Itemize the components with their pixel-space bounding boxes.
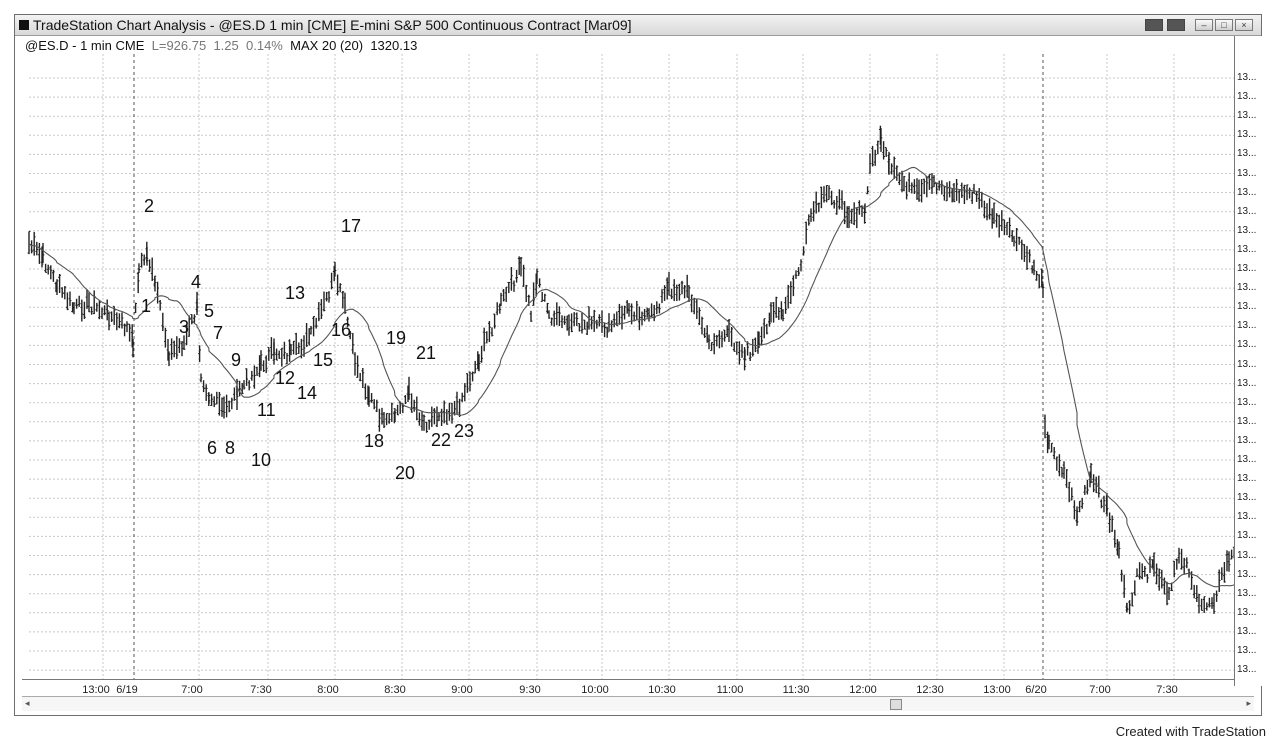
bar-count-label: 13 [285,283,305,303]
bar-count-label: 18 [364,431,384,451]
bar-count-label: 6 [207,438,217,458]
close-button[interactable]: × [1235,19,1253,31]
price-tick-label: 13... [1237,224,1257,236]
bar-count-label: 5 [204,301,214,321]
bar-count-label: 22 [431,430,451,450]
time-tick-label: 6/19 [116,684,138,696]
bar-count-label: 14 [297,383,317,403]
time-tick-label: 6/20 [1025,684,1047,696]
time-axis[interactable]: 13:00 6/19 7:00 7:30 8:00 8:30 9:00 9:30 10:00 10… [22,679,1234,700]
moving-average-line [28,166,1240,588]
time-tick-label: 13:00 [82,684,110,696]
price-tick-label: 13... [1237,625,1257,637]
price-tick-label: 13... [1237,110,1257,122]
price-tick-label: 13... [1237,473,1257,485]
price-tick-label: 13... [1237,91,1257,103]
restore-button[interactable]: □ [1215,19,1233,31]
scroll-left-icon[interactable]: ◂ [25,698,30,708]
bar-count-label: 15 [313,350,333,370]
price-tick-label: 13... [1237,72,1257,83]
window-icon [19,20,29,30]
price-tick-label: 13... [1237,282,1257,294]
price-tick-label: 13... [1237,530,1257,542]
bar-count-label: 21 [416,343,436,363]
bar-count-label: 4 [191,272,201,292]
time-tick-label: 8:30 [384,684,406,696]
price-tick-label: 13... [1237,339,1257,351]
window-title: TradeStation Chart Analysis - @ES.D 1 mi… [33,17,632,33]
time-tick-label: 13:00 [983,684,1011,696]
price-tick-label: 13... [1237,301,1257,313]
price-tick-label: 13... [1237,186,1257,198]
time-tick-label: 8:00 [317,684,339,696]
bar-count-label: 9 [231,350,241,370]
bar-count-label: 19 [386,328,406,348]
bar-count-label: 11 [257,400,276,420]
time-tick-label: 7:30 [1156,684,1178,696]
bar-count-label: 7 [213,323,223,343]
time-tick-label: 12:00 [849,684,877,696]
time-tick-label: 10:00 [581,684,609,696]
scroll-thumb[interactable] [890,699,902,710]
indicator-label: MAX 20 (20) [290,38,364,53]
credit-text: Created with TradeStation [1115,724,1266,739]
bar-count-label: 20 [395,463,415,483]
price-tick-label: 13... [1237,568,1257,580]
time-tick-label: 10:30 [648,684,676,696]
time-tick-label: 9:00 [451,684,473,696]
horizontal-scrollbar[interactable]: ◂ ▸ [22,696,1254,711]
price-tick-label: 13... [1237,377,1257,389]
time-tick-label: 9:30 [519,684,541,696]
time-tick-label: 11:30 [782,684,810,696]
minimize-button[interactable]: – [1195,19,1213,31]
pct-change: 0.14% [246,38,283,53]
net-change: 1.25 [213,38,239,53]
bar-count-label: 10 [251,450,271,470]
bar-count-label: 16 [331,320,351,340]
title-bar[interactable]: TradeStation Chart Analysis - @ES.D 1 mi… [15,15,1261,36]
time-tick-label: 11:00 [716,684,744,696]
price-tick-label: 13... [1237,664,1257,676]
price-tick-label: 13... [1237,511,1257,523]
time-tick-label: 7:00 [181,684,203,696]
last-price: L=926.75 [151,38,207,53]
time-tick-label: 7:00 [1089,684,1111,696]
price-tick-label: 13... [1237,645,1257,656]
price-tick-label: 13... [1237,454,1257,465]
symbol-label: @ES.D - 1 min CME [25,38,145,53]
bar-count-label: 2 [144,196,154,216]
bar-count-label: 3 [179,317,189,337]
time-tick-label: 7:30 [250,684,272,696]
bar-count-label: 23 [454,421,474,441]
price-tick-label: 13... [1237,320,1257,332]
bar-count-label: 1 [141,296,151,316]
time-tick-label: 12:30 [916,684,944,696]
indicator-value: 1320.13 [370,38,418,53]
price-tick-label: 13... [1237,205,1257,217]
price-tick-label: 13... [1237,358,1257,370]
price-tick-label: 13... [1237,415,1257,427]
link-icon[interactable] [1145,19,1163,31]
chart-info-bar: @ES.D - 1 min CME L=926.75 1.25 0.14% MA… [25,38,417,53]
bar-count-label: 17 [341,216,361,236]
scroll-right-icon[interactable]: ▸ [1246,698,1251,708]
price-tick-label: 13... [1237,434,1257,446]
price-axis[interactable] [1234,36,1263,686]
price-tick-label: 13... [1237,263,1257,274]
price-tick-label: 13... [1237,587,1257,599]
price-tick-label: 13... [1237,492,1257,504]
price-tick-label: 13... [1237,129,1257,141]
bar-count-label: 8 [225,438,235,458]
price-tick-label: 13... [1237,243,1257,255]
bar-count-label: 12 [275,368,295,388]
price-tick-label: 13... [1237,396,1257,408]
price-tick-label: 13... [1237,606,1257,618]
symbol-link-icon[interactable] [1167,19,1185,31]
chart-window: TradeStation Chart Analysis - @ES.D 1 mi… [14,14,1263,716]
price-tick-label: 13... [1237,549,1257,561]
price-tick-label: 13... [1237,148,1257,160]
price-tick-label: 13... [1237,167,1257,179]
